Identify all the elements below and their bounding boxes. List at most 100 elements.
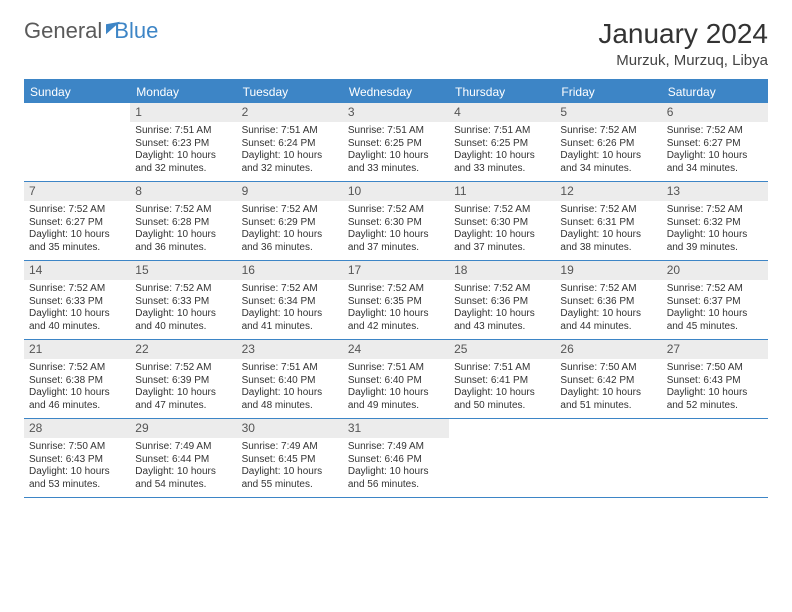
day-daylight: Daylight: 10 hours and 37 minutes. bbox=[454, 229, 550, 254]
day-daylight: Daylight: 10 hours and 45 minutes. bbox=[667, 308, 763, 333]
day-daylight: Daylight: 10 hours and 54 minutes. bbox=[135, 466, 231, 491]
day-body: Sunrise: 7:51 AMSunset: 6:40 PMDaylight:… bbox=[343, 359, 449, 418]
calendar: SundayMondayTuesdayWednesdayThursdayFrid… bbox=[24, 79, 768, 498]
day-sunrise: Sunrise: 7:52 AM bbox=[348, 283, 444, 296]
day-daylight: Daylight: 10 hours and 39 minutes. bbox=[667, 229, 763, 254]
calendar-day: 26Sunrise: 7:50 AMSunset: 6:42 PMDayligh… bbox=[555, 340, 661, 418]
day-sunrise: Sunrise: 7:51 AM bbox=[348, 362, 444, 375]
day-body: Sunrise: 7:52 AMSunset: 6:31 PMDaylight:… bbox=[555, 201, 661, 260]
day-sunset: Sunset: 6:35 PM bbox=[348, 296, 444, 309]
page-title: January 2024 bbox=[598, 18, 768, 50]
day-number: 25 bbox=[449, 340, 555, 359]
day-number: 15 bbox=[130, 261, 236, 280]
calendar-day-empty: . bbox=[555, 419, 661, 497]
day-number: 17 bbox=[343, 261, 449, 280]
day-sunrise: Sunrise: 7:52 AM bbox=[348, 204, 444, 217]
calendar-day: 13Sunrise: 7:52 AMSunset: 6:32 PMDayligh… bbox=[662, 182, 768, 260]
day-body: Sunrise: 7:52 AMSunset: 6:26 PMDaylight:… bbox=[555, 122, 661, 181]
day-sunrise: Sunrise: 7:52 AM bbox=[135, 283, 231, 296]
calendar-day: 8Sunrise: 7:52 AMSunset: 6:28 PMDaylight… bbox=[130, 182, 236, 260]
day-sunset: Sunset: 6:43 PM bbox=[667, 375, 763, 388]
day-daylight: Daylight: 10 hours and 37 minutes. bbox=[348, 229, 444, 254]
day-sunrise: Sunrise: 7:49 AM bbox=[135, 441, 231, 454]
day-sunset: Sunset: 6:31 PM bbox=[560, 217, 656, 230]
calendar-day: 16Sunrise: 7:52 AMSunset: 6:34 PMDayligh… bbox=[237, 261, 343, 339]
weekday-header: Friday bbox=[555, 81, 661, 103]
day-body: Sunrise: 7:52 AMSunset: 6:27 PMDaylight:… bbox=[24, 201, 130, 260]
day-sunset: Sunset: 6:37 PM bbox=[667, 296, 763, 309]
calendar-day: 31Sunrise: 7:49 AMSunset: 6:46 PMDayligh… bbox=[343, 419, 449, 497]
day-sunset: Sunset: 6:26 PM bbox=[560, 138, 656, 151]
day-sunset: Sunset: 6:44 PM bbox=[135, 454, 231, 467]
day-sunset: Sunset: 6:27 PM bbox=[29, 217, 125, 230]
day-sunrise: Sunrise: 7:50 AM bbox=[29, 441, 125, 454]
day-body: Sunrise: 7:52 AMSunset: 6:27 PMDaylight:… bbox=[662, 122, 768, 181]
day-daylight: Daylight: 10 hours and 34 minutes. bbox=[560, 150, 656, 175]
day-sunrise: Sunrise: 7:51 AM bbox=[242, 362, 338, 375]
calendar-day: 10Sunrise: 7:52 AMSunset: 6:30 PMDayligh… bbox=[343, 182, 449, 260]
calendar-week: 14Sunrise: 7:52 AMSunset: 6:33 PMDayligh… bbox=[24, 261, 768, 340]
day-daylight: Daylight: 10 hours and 38 minutes. bbox=[560, 229, 656, 254]
weekday-header: Tuesday bbox=[237, 81, 343, 103]
weekday-header: Saturday bbox=[662, 81, 768, 103]
day-daylight: Daylight: 10 hours and 44 minutes. bbox=[560, 308, 656, 333]
day-body: Sunrise: 7:52 AMSunset: 6:35 PMDaylight:… bbox=[343, 280, 449, 339]
day-sunrise: Sunrise: 7:51 AM bbox=[242, 125, 338, 138]
logo-text-2: Blue bbox=[114, 18, 158, 44]
day-body: Sunrise: 7:52 AMSunset: 6:33 PMDaylight:… bbox=[24, 280, 130, 339]
calendar-day: 29 Sunrise: 7:49 AMSunset: 6:44 PMDayligh… bbox=[130, 419, 236, 497]
calendar-day: 19Sunrise: 7:52 AMSunset: 6:36 PMDayligh… bbox=[555, 261, 661, 339]
day-sunset: Sunset: 6:42 PM bbox=[560, 375, 656, 388]
day-sunset: Sunset: 6:30 PM bbox=[348, 217, 444, 230]
calendar-day-empty: . bbox=[449, 419, 555, 497]
day-sunset: Sunset: 6:43 PM bbox=[29, 454, 125, 467]
weekday-header: Sunday bbox=[24, 81, 130, 103]
day-number: 19 bbox=[555, 261, 661, 280]
day-daylight: Daylight: 10 hours and 46 minutes. bbox=[29, 387, 125, 412]
calendar-day: 14Sunrise: 7:52 AMSunset: 6:33 PMDayligh… bbox=[24, 261, 130, 339]
day-sunset: Sunset: 6:39 PM bbox=[135, 375, 231, 388]
day-sunrise: Sunrise: 7:52 AM bbox=[560, 125, 656, 138]
logo-text-1: General bbox=[24, 18, 102, 44]
day-body: Sunrise: 7:52 AMSunset: 6:34 PMDaylight:… bbox=[237, 280, 343, 339]
calendar-day: 3Sunrise: 7:51 AMSunset: 6:25 PMDaylight… bbox=[343, 103, 449, 181]
day-daylight: Daylight: 10 hours and 36 minutes. bbox=[135, 229, 231, 254]
day-number: 14 bbox=[24, 261, 130, 280]
weekday-header: Wednesday bbox=[343, 81, 449, 103]
calendar-day: 17Sunrise: 7:52 AMSunset: 6:35 PMDayligh… bbox=[343, 261, 449, 339]
day-sunrise: Sunrise: 7:52 AM bbox=[667, 283, 763, 296]
day-sunset: Sunset: 6:24 PM bbox=[242, 138, 338, 151]
day-body: Sunrise: 7:52 AMSunset: 6:30 PMDaylight:… bbox=[449, 201, 555, 260]
day-number: 23 bbox=[237, 340, 343, 359]
calendar-day: 4Sunrise: 7:51 AMSunset: 6:25 PMDaylight… bbox=[449, 103, 555, 181]
day-number: 20 bbox=[662, 261, 768, 280]
day-number: 4 bbox=[449, 103, 555, 122]
day-sunrise: Sunrise: 7:51 AM bbox=[348, 125, 444, 138]
calendar-week: 21Sunrise: 7:52 AMSunset: 6:38 PMDayligh… bbox=[24, 340, 768, 419]
day-number: 16 bbox=[237, 261, 343, 280]
day-number: 29 bbox=[130, 419, 236, 438]
day-sunset: Sunset: 6:36 PM bbox=[454, 296, 550, 309]
day-number: 24 bbox=[343, 340, 449, 359]
calendar-day: 22Sunrise: 7:52 AMSunset: 6:39 PMDayligh… bbox=[130, 340, 236, 418]
day-number: 13 bbox=[662, 182, 768, 201]
day-body: Sunrise: 7:51 AMSunset: 6:40 PMDaylight:… bbox=[237, 359, 343, 418]
day-daylight: Daylight: 10 hours and 33 minutes. bbox=[454, 150, 550, 175]
day-sunrise: Sunrise: 7:50 AM bbox=[560, 362, 656, 375]
day-daylight: Daylight: 10 hours and 40 minutes. bbox=[29, 308, 125, 333]
calendar-day: 6Sunrise: 7:52 AMSunset: 6:27 PMDaylight… bbox=[662, 103, 768, 181]
calendar-day: 12Sunrise: 7:52 AMSunset: 6:31 PMDayligh… bbox=[555, 182, 661, 260]
day-body: Sunrise: 7:52 AMSunset: 6:36 PMDaylight:… bbox=[449, 280, 555, 339]
day-sunset: Sunset: 6:40 PM bbox=[242, 375, 338, 388]
day-sunrise: Sunrise: 7:52 AM bbox=[454, 204, 550, 217]
day-body: Sunrise: 7:52 AMSunset: 6:33 PMDaylight:… bbox=[130, 280, 236, 339]
day-number: 28 bbox=[24, 419, 130, 438]
day-sunset: Sunset: 6:25 PM bbox=[454, 138, 550, 151]
day-daylight: Daylight: 10 hours and 47 minutes. bbox=[135, 387, 231, 412]
day-number: 1 bbox=[130, 103, 236, 122]
day-sunset: Sunset: 6:29 PM bbox=[242, 217, 338, 230]
day-sunrise: Sunrise: 7:52 AM bbox=[29, 362, 125, 375]
calendar-day: 11Sunrise: 7:52 AMSunset: 6:30 PMDayligh… bbox=[449, 182, 555, 260]
day-body: Sunrise: 7:49 AMSunset: 6:46 PMDaylight:… bbox=[343, 438, 449, 497]
day-sunrise: Sunrise: 7:52 AM bbox=[242, 283, 338, 296]
